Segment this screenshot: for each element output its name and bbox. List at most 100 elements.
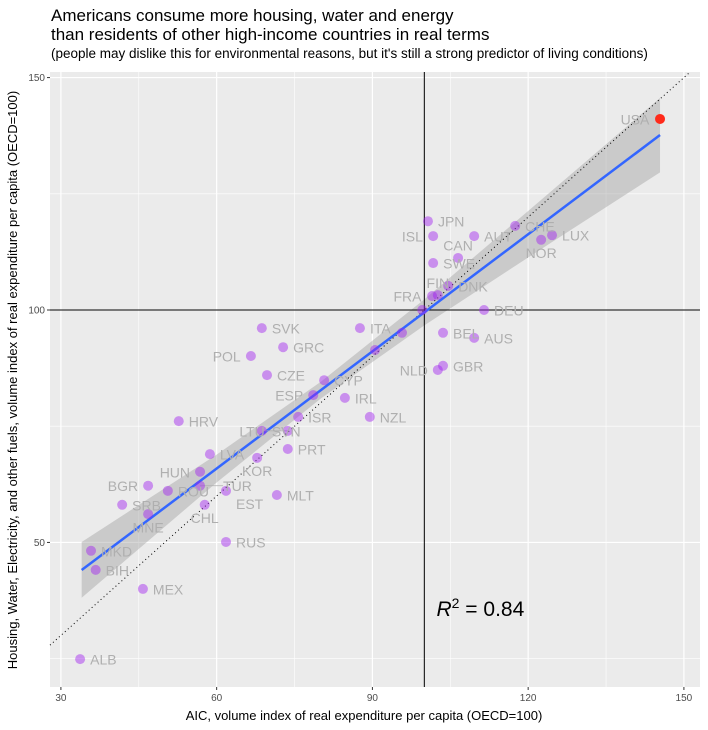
data-point: [655, 113, 666, 124]
data-point: [339, 392, 350, 403]
y-tick-label: 150: [28, 73, 45, 84]
data-point: [396, 327, 407, 338]
data-point: [432, 364, 443, 375]
point-label: TUR: [223, 478, 252, 494]
point-label: HUN: [160, 464, 190, 480]
data-point: [319, 375, 330, 386]
data-point: [262, 370, 273, 381]
regression-line: [80, 134, 661, 572]
data-point: [427, 291, 438, 302]
r-squared-annotation: R2 = 0.84: [437, 595, 525, 621]
data-point: [195, 480, 206, 491]
point-label: RUS: [236, 534, 266, 550]
r-superscript: 2: [452, 595, 460, 611]
point-label: MKD: [101, 543, 132, 559]
data-point: [293, 411, 304, 422]
point-label: FRA: [393, 289, 422, 305]
point-label: EST: [236, 496, 264, 512]
data-point: [137, 583, 148, 594]
data-point: [245, 351, 256, 362]
data-point: [479, 305, 490, 316]
point-label: MEX: [153, 581, 184, 597]
point-label: NOR: [526, 245, 557, 261]
point-label: ALB: [90, 652, 116, 668]
data-point: [256, 425, 267, 436]
data-point: [510, 220, 521, 231]
point-label: LUX: [562, 228, 590, 244]
data-point: [90, 564, 101, 575]
data-point: [417, 305, 428, 316]
point-label: GRC: [293, 340, 324, 356]
point-label: HRV: [189, 414, 219, 430]
confidence-band: [81, 98, 661, 598]
point-label: CAN: [443, 238, 473, 254]
point-label: LVA: [220, 447, 245, 463]
data-point: [282, 425, 293, 436]
x-tick-label: 120: [520, 693, 537, 704]
data-point: [143, 480, 154, 491]
point-label: CYP: [334, 373, 363, 389]
r-value: = 0.84: [459, 598, 524, 621]
data-point: [162, 485, 173, 496]
point-label: USA: [621, 111, 650, 127]
data-point: [252, 452, 263, 463]
data-point: [220, 536, 231, 547]
data-point: [282, 443, 293, 454]
x-axis-label: AIC, volume index of real expenditure pe…: [186, 708, 543, 723]
data-point: [370, 344, 380, 355]
point-label: DEU: [494, 303, 524, 319]
point-label: NLD: [400, 362, 428, 378]
data-point: [271, 490, 282, 501]
data-point: [443, 280, 454, 291]
data-point: [428, 231, 439, 242]
point-label: DNK: [458, 278, 488, 294]
point-label: MLT: [287, 488, 314, 504]
point-label: SWE: [443, 256, 475, 272]
point-label: ITA: [370, 321, 391, 337]
point-label: FIN: [427, 275, 450, 291]
point-label: PRT: [298, 441, 326, 457]
point-label: MNE: [133, 519, 164, 535]
data-point: [199, 499, 210, 510]
x-tick-label: 30: [55, 693, 67, 704]
point-label: AUS: [484, 330, 513, 346]
data-point: [547, 230, 558, 241]
data-point: [453, 252, 464, 263]
data-point: [432, 290, 443, 301]
point-label: JPN: [438, 214, 464, 230]
point-label: BIH: [106, 562, 129, 578]
y-tick-label: 50: [34, 538, 46, 549]
point-label: IRL: [355, 390, 377, 406]
chart-title-line2: than residents of other high-income coun…: [51, 25, 490, 44]
data-point: [469, 332, 480, 343]
data-point: [308, 390, 319, 401]
r-symbol: R: [437, 598, 452, 621]
point-label: ESP: [275, 388, 303, 404]
data-point: [173, 416, 184, 427]
data-point: [354, 323, 365, 334]
point-label: NZL: [380, 409, 407, 425]
plot-panel: [50, 72, 700, 687]
x-tick-label: 60: [211, 693, 223, 704]
point-label: CHL: [191, 510, 219, 526]
point-label: CZE: [277, 368, 305, 384]
point-label: CHE: [525, 218, 555, 234]
point-label: GBR: [453, 358, 483, 374]
data-point: [428, 258, 439, 269]
point-label: ROU: [178, 483, 209, 499]
point-label: BEL: [453, 325, 480, 341]
data-point: [195, 466, 206, 477]
data-point: [256, 323, 267, 334]
point-label: POL: [213, 349, 241, 365]
point-label: ISR: [308, 409, 331, 425]
point-label: SVN: [272, 423, 301, 439]
point-label: ISL: [402, 229, 423, 245]
data-point: [86, 545, 97, 556]
point-label: SVK: [272, 321, 301, 337]
data-point: [75, 654, 86, 665]
point-label: BGR: [108, 478, 138, 494]
y-tick-label: 100: [28, 306, 45, 317]
point-label: AUT: [484, 229, 512, 245]
